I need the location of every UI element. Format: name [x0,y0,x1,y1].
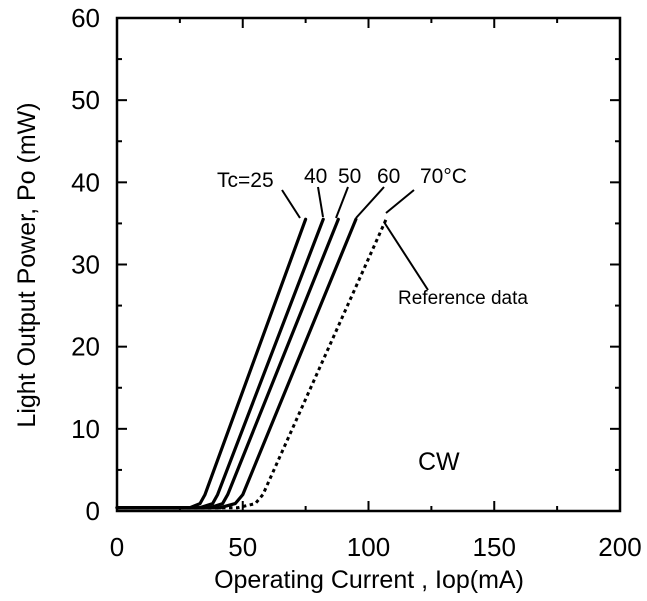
annotation-leaders [281,186,429,291]
label-50: 50 [338,165,361,188]
label-tc25: Tc=25 [217,169,274,192]
series-line [115,217,358,510]
x-tick-label: 200 [598,532,641,562]
annotation-leader-line [385,189,415,214]
annotation-leader-line [355,186,385,219]
label-reference-data: Reference data [398,288,528,309]
label-60: 60 [377,165,400,188]
x-tick-label: 0 [110,532,124,562]
label-40: 40 [304,165,327,188]
x-tick-label: 150 [473,532,516,562]
annotation-leader-line [383,221,429,291]
tick-labels: 0 50 100 150 200 0 10 20 30 40 50 60 [71,3,642,562]
x-tick-label: 100 [347,532,390,562]
series-line [117,218,388,510]
y-axis-label: Light Output Power, Po (mW) [13,102,41,427]
axis-ticks [116,17,621,512]
x-tick-label: 50 [228,532,257,562]
label-70c: 70°C [420,165,467,188]
y-tick-label: 50 [71,85,100,115]
y-tick-label: 20 [71,332,100,362]
label-cw: CW [418,448,460,476]
annotation-leader-line [335,186,349,219]
x-axis-label: Operating Current , Iop(mA) [214,566,524,594]
y-tick-label: 10 [71,414,100,444]
y-tick-label: 60 [71,3,100,33]
y-tick-label: 30 [71,250,100,280]
y-tick-label: 0 [86,496,100,526]
y-tick-label: 40 [71,167,100,197]
series-line [115,217,325,510]
annotation-leader-line [317,186,324,218]
plot-frame [115,16,622,513]
series-lines [115,217,388,510]
annotation-leader-line [281,189,301,219]
